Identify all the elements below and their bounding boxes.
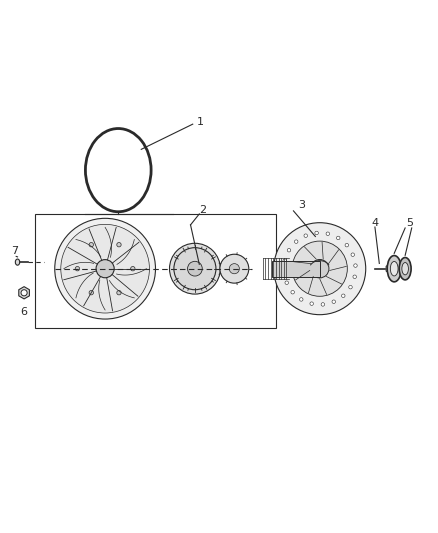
Circle shape — [315, 231, 318, 235]
Circle shape — [287, 248, 291, 252]
Circle shape — [187, 261, 202, 276]
Circle shape — [300, 298, 303, 301]
Text: 7: 7 — [11, 246, 18, 256]
Ellipse shape — [390, 262, 398, 276]
Circle shape — [353, 275, 357, 279]
Circle shape — [304, 234, 307, 237]
Circle shape — [311, 260, 329, 278]
Circle shape — [332, 300, 336, 303]
Bar — [272, 261, 320, 277]
Circle shape — [21, 290, 27, 296]
Circle shape — [131, 266, 135, 271]
Polygon shape — [19, 287, 29, 299]
Circle shape — [354, 264, 357, 268]
Ellipse shape — [399, 257, 411, 280]
Ellipse shape — [387, 255, 401, 282]
Circle shape — [294, 240, 298, 244]
Circle shape — [96, 260, 114, 278]
Text: 5: 5 — [406, 217, 413, 228]
Circle shape — [321, 303, 325, 306]
Circle shape — [292, 241, 347, 296]
Circle shape — [117, 290, 121, 295]
Circle shape — [89, 243, 93, 247]
Bar — [35, 214, 276, 328]
Circle shape — [55, 219, 155, 319]
Circle shape — [229, 264, 240, 274]
Circle shape — [274, 223, 366, 314]
Circle shape — [117, 243, 121, 247]
Circle shape — [174, 248, 216, 290]
Circle shape — [61, 224, 149, 313]
Circle shape — [310, 302, 314, 305]
Circle shape — [291, 290, 294, 294]
Circle shape — [351, 253, 354, 256]
Circle shape — [283, 259, 286, 262]
Ellipse shape — [15, 259, 20, 265]
Circle shape — [336, 236, 340, 240]
Text: 2: 2 — [199, 205, 206, 215]
Polygon shape — [386, 264, 395, 273]
Circle shape — [220, 254, 249, 283]
Text: 4: 4 — [371, 217, 378, 228]
Text: 1: 1 — [197, 117, 204, 127]
Circle shape — [326, 232, 329, 236]
Text: 3: 3 — [298, 200, 305, 210]
Circle shape — [285, 281, 289, 285]
Circle shape — [170, 243, 220, 294]
Circle shape — [75, 266, 80, 271]
Ellipse shape — [402, 263, 408, 275]
Circle shape — [345, 244, 349, 247]
Text: 6: 6 — [21, 308, 28, 318]
Circle shape — [282, 270, 286, 273]
Circle shape — [89, 290, 93, 295]
Circle shape — [342, 294, 345, 297]
Circle shape — [349, 285, 352, 289]
